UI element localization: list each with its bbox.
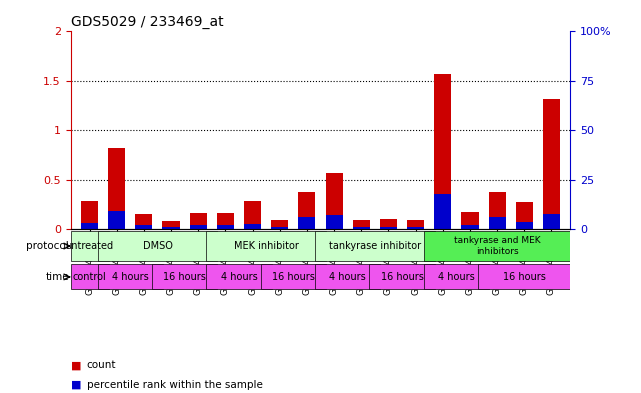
Bar [162,227,179,229]
Bar [190,225,207,229]
Bar [217,225,234,229]
Bar [516,202,533,229]
Bar [488,191,506,229]
Bar [162,221,179,229]
Bar [81,223,98,229]
Bar [380,219,397,229]
Text: ■: ■ [71,380,81,390]
Bar [244,201,261,229]
Text: 4 hours: 4 hours [221,272,257,282]
Text: tankyrase inhibitor: tankyrase inhibitor [329,241,421,251]
Bar [190,213,207,229]
Bar [353,220,370,229]
FancyBboxPatch shape [97,264,163,289]
Text: 4 hours: 4 hours [329,272,366,282]
Bar [326,173,343,229]
Text: 16 hours: 16 hours [163,272,206,282]
Bar [407,227,424,229]
Bar [434,195,451,229]
FancyBboxPatch shape [206,231,326,261]
Bar [543,214,560,229]
Bar [271,227,288,229]
Text: percentile rank within the sample: percentile rank within the sample [87,380,262,390]
FancyBboxPatch shape [478,264,570,289]
Bar [108,148,125,229]
Bar [81,201,98,229]
Text: DMSO: DMSO [142,241,172,251]
FancyBboxPatch shape [206,264,272,289]
FancyBboxPatch shape [424,264,489,289]
Bar [380,227,397,229]
FancyBboxPatch shape [71,264,108,289]
Bar [353,227,370,229]
Bar [543,99,560,229]
Bar [135,225,153,229]
Text: GDS5029 / 233469_at: GDS5029 / 233469_at [71,15,223,29]
Bar [326,215,343,229]
Text: untreated: untreated [65,241,113,251]
Bar [516,222,533,229]
Bar [271,220,288,229]
Text: 16 hours: 16 hours [503,272,545,282]
Text: ■: ■ [71,360,81,371]
FancyBboxPatch shape [424,231,570,261]
Bar [217,213,234,229]
Bar [462,225,479,229]
Bar [298,191,315,229]
Bar [407,220,424,229]
FancyBboxPatch shape [315,231,435,261]
FancyBboxPatch shape [315,264,380,289]
Bar [488,217,506,229]
Bar [244,224,261,229]
Text: time: time [46,272,69,282]
Text: count: count [87,360,116,371]
Bar [135,214,153,229]
Text: 16 hours: 16 hours [272,272,315,282]
Text: 4 hours: 4 hours [438,272,475,282]
Text: tankyrase and MEK
inhibitors: tankyrase and MEK inhibitors [454,236,540,256]
Bar [434,74,451,229]
Text: control: control [72,272,106,282]
FancyBboxPatch shape [97,231,217,261]
Bar [298,217,315,229]
FancyBboxPatch shape [71,231,108,261]
FancyBboxPatch shape [369,264,435,289]
Bar [462,212,479,229]
FancyBboxPatch shape [152,264,217,289]
Text: protocol: protocol [26,241,69,251]
Bar [108,211,125,229]
FancyBboxPatch shape [261,264,326,289]
Text: MEK inhibitor: MEK inhibitor [234,241,299,251]
Text: 4 hours: 4 hours [112,272,149,282]
Text: 16 hours: 16 hours [381,272,424,282]
